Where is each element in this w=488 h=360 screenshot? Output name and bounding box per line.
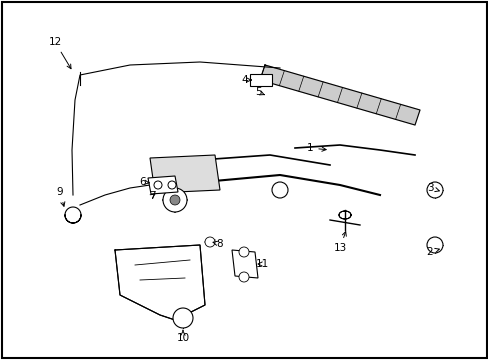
Polygon shape [148, 176, 178, 194]
Circle shape [154, 181, 162, 189]
Text: 6: 6 [140, 177, 149, 187]
Text: 7: 7 [148, 191, 155, 201]
Circle shape [426, 237, 442, 253]
Text: 4: 4 [241, 75, 251, 85]
Circle shape [239, 247, 248, 257]
Polygon shape [115, 245, 204, 320]
Polygon shape [249, 74, 271, 86]
Text: 3: 3 [426, 183, 438, 193]
Circle shape [170, 195, 180, 205]
Text: 10: 10 [176, 330, 189, 343]
Circle shape [204, 237, 215, 247]
Circle shape [163, 188, 186, 212]
Circle shape [271, 182, 287, 198]
Polygon shape [260, 65, 419, 125]
Text: 11: 11 [255, 259, 268, 269]
Text: 1: 1 [306, 143, 325, 153]
Circle shape [173, 308, 193, 328]
Circle shape [168, 181, 176, 189]
Circle shape [426, 182, 442, 198]
Text: 9: 9 [57, 187, 65, 206]
Circle shape [239, 272, 248, 282]
Text: 13: 13 [333, 231, 346, 253]
Polygon shape [231, 250, 258, 278]
Text: 2: 2 [426, 247, 438, 257]
Polygon shape [150, 155, 220, 193]
Text: 8: 8 [213, 239, 223, 249]
Text: 12: 12 [48, 37, 71, 69]
Text: 5: 5 [254, 87, 264, 97]
